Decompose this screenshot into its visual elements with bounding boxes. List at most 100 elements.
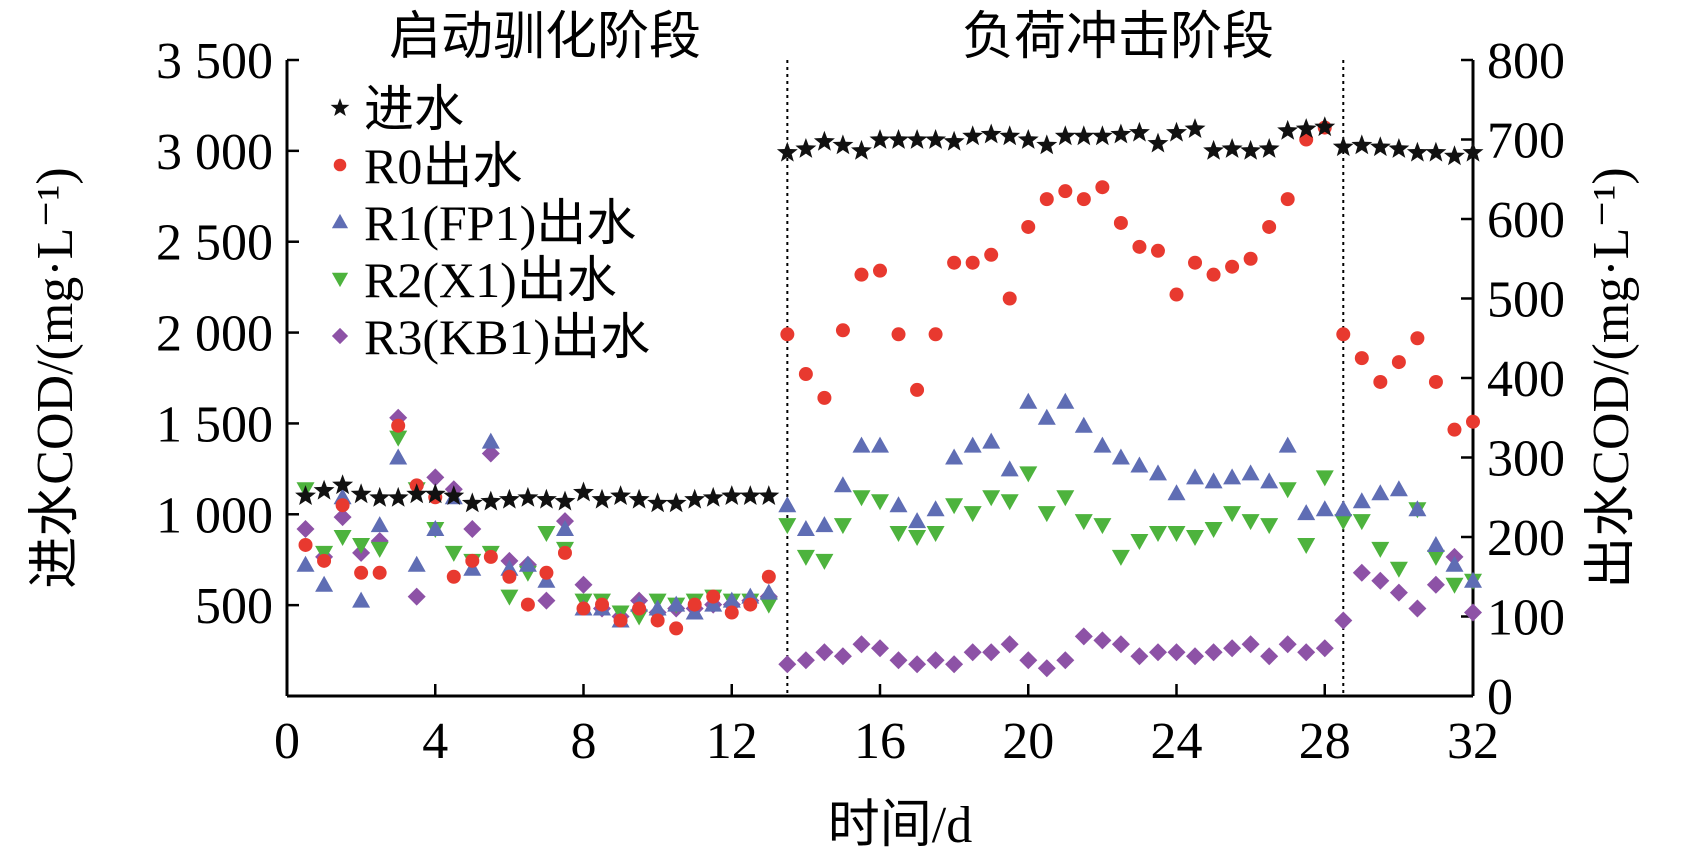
point-s3-13 — [537, 526, 556, 542]
point-s4-39 — [1019, 651, 1038, 670]
x-tick-label-32: 32 — [1447, 713, 1499, 770]
point-s1-41 — [1058, 184, 1073, 199]
legend-marker-1 — [333, 158, 347, 172]
point-s3-25 — [759, 597, 778, 614]
point-s4-40 — [1037, 659, 1056, 678]
point-s4-15 — [574, 575, 593, 594]
point-s2-45 — [1130, 456, 1149, 473]
point-s2-3 — [352, 591, 371, 608]
point-s1-46 — [1150, 243, 1165, 258]
point-s4-35 — [945, 655, 964, 674]
point-s0-9 — [461, 492, 483, 513]
point-s0-10 — [480, 490, 502, 511]
point-s0-8 — [443, 485, 465, 505]
legend-label-3: R2(X1)出水 — [364, 252, 617, 308]
point-s0-44 — [1110, 123, 1132, 144]
point-s0-18 — [628, 488, 650, 509]
point-s1-11 — [502, 569, 517, 584]
point-s2-1 — [315, 575, 334, 592]
point-s2-57 — [1352, 492, 1371, 509]
point-s0-49 — [1203, 139, 1224, 160]
point-s0-15 — [573, 481, 594, 502]
right-y-tick-label-300: 300 — [1487, 431, 1565, 488]
left-y-tick-label-2000: 2 000 — [156, 306, 273, 363]
point-s2-55 — [1315, 500, 1334, 517]
point-s3-39 — [1019, 466, 1038, 483]
point-s2-7 — [426, 520, 445, 536]
phase-label-startup: 启动驯化阶段 — [389, 9, 701, 66]
point-s0-52 — [1258, 138, 1280, 158]
point-s1-15 — [576, 601, 591, 616]
x-tick-label-24: 24 — [1151, 713, 1203, 770]
point-s0-24 — [739, 485, 761, 505]
point-s1-26 — [780, 327, 795, 342]
point-s0-43 — [1091, 125, 1113, 146]
point-s2-48 — [1186, 468, 1204, 485]
series-2 — [296, 392, 1482, 628]
point-s4-48 — [1186, 647, 1204, 666]
point-s1-44 — [1113, 215, 1128, 230]
point-s0-37 — [980, 123, 1002, 144]
point-s2-61 — [1426, 536, 1445, 552]
point-s2-40 — [1037, 408, 1056, 425]
point-s1-12 — [520, 597, 535, 612]
phase-separators — [786, 60, 1345, 696]
point-s2-26 — [778, 496, 797, 513]
point-s1-2 — [335, 498, 350, 513]
point-s0-7 — [424, 483, 446, 504]
point-s4-47 — [1167, 643, 1186, 662]
point-s0-3 — [350, 483, 372, 504]
point-s0-54 — [1295, 118, 1317, 138]
point-s2-27 — [796, 520, 815, 536]
point-s3-26 — [778, 518, 797, 535]
left-y-tick-label-500: 500 — [195, 578, 273, 635]
point-s3-27 — [796, 549, 815, 566]
point-s3-53 — [1278, 482, 1297, 499]
point-s3-43 — [1093, 518, 1112, 535]
left-y-tick-label-2500: 2 500 — [156, 215, 273, 272]
point-s0-42 — [1073, 125, 1095, 146]
point-s3-3 — [352, 538, 371, 554]
point-s0-23 — [721, 485, 743, 505]
point-s1-16 — [595, 597, 610, 612]
point-s4-45 — [1130, 647, 1149, 666]
legend-label-0: 进水 — [364, 81, 464, 137]
point-s0-1 — [313, 479, 335, 500]
point-s4-56 — [1334, 611, 1353, 630]
point-s2-19 — [648, 599, 667, 616]
point-s1-53 — [1280, 192, 1295, 207]
point-s2-39 — [1019, 392, 1038, 409]
point-s3-8 — [444, 545, 463, 562]
point-s1-5 — [391, 418, 406, 433]
point-s1-37 — [984, 247, 999, 262]
legend-label-4: R3(KB1)出水 — [364, 309, 650, 365]
point-s0-26 — [776, 141, 798, 162]
point-s2-28 — [815, 516, 834, 533]
point-s1-60 — [1410, 331, 1425, 346]
legend-marker-2 — [331, 213, 349, 229]
point-s3-61 — [1426, 549, 1445, 566]
point-s0-13 — [536, 488, 557, 509]
point-s2-58 — [1371, 484, 1390, 501]
point-s3-48 — [1186, 530, 1204, 546]
point-s3-50 — [1223, 506, 1242, 523]
point-s1-0 — [298, 537, 313, 552]
left-y-tick-label-3000: 3 000 — [156, 124, 273, 181]
point-s0-53 — [1277, 119, 1299, 140]
point-s0-29 — [832, 134, 854, 155]
point-s1-35 — [947, 255, 962, 270]
point-s3-29 — [833, 518, 852, 535]
point-s4-30 — [852, 635, 871, 654]
point-s1-9 — [465, 553, 480, 568]
point-s1-13 — [539, 565, 554, 580]
point-s1-30 — [854, 267, 869, 282]
point-s2-31 — [871, 436, 889, 453]
point-s4-26 — [778, 655, 797, 674]
point-s3-47 — [1167, 526, 1186, 542]
x-tick-label-0: 0 — [274, 713, 300, 770]
point-s3-46 — [1149, 526, 1167, 542]
point-s3-54 — [1297, 538, 1316, 554]
point-s2-60 — [1408, 500, 1427, 517]
point-s2-29 — [833, 476, 852, 493]
right-y-axis-label: 出水COD/(mg·L⁻¹) — [1583, 167, 1640, 588]
